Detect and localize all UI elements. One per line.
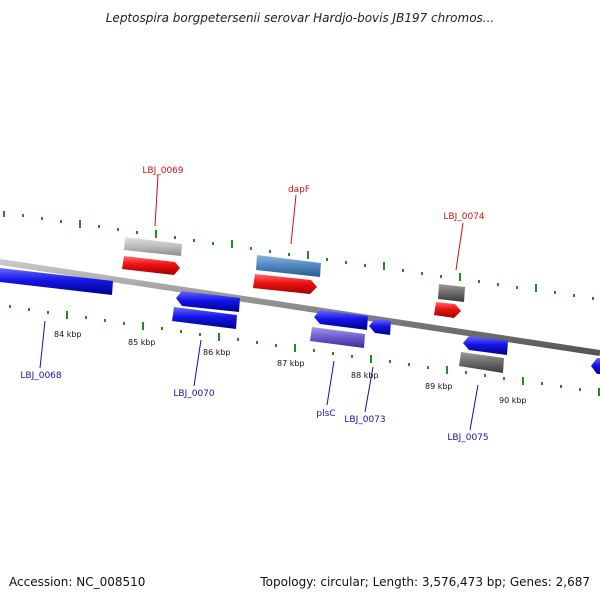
- label-plsc[interactable]: plsC: [316, 409, 335, 419]
- label-dapf[interactable]: dapF: [288, 185, 310, 195]
- gene-edge-right[interactable]: [591, 358, 600, 374]
- gene-grey-upper[interactable]: [124, 237, 182, 256]
- map-title: Leptospira borgpetersenii serovar Hardjo…: [105, 11, 495, 25]
- accession-text: Accession: NC_008510: [9, 575, 146, 589]
- gene-darkgrey-upper[interactable]: [438, 284, 465, 302]
- scale-label-84kbp: 84 kbp: [54, 330, 82, 339]
- scale-label-88kbp: 88 kbp: [351, 371, 379, 380]
- scale-label-90kbp: 90 kbp: [499, 396, 527, 405]
- topology-summary: Topology: circular; Length: 3,576,473 bp…: [260, 575, 590, 589]
- gene-lbj-0073[interactable]: [369, 319, 391, 335]
- gene-lbj-0074[interactable]: [434, 302, 461, 318]
- scale-label-86kbp: 86 kbp: [203, 348, 231, 357]
- forward-tick-row: [3, 211, 594, 300]
- label-lbj-0075[interactable]: LBJ_0075: [447, 433, 488, 443]
- leader-lines: [39, 174, 479, 431]
- label-lbj-0069[interactable]: LBJ_0069: [142, 166, 184, 176]
- forward-gene-labels: LBJ_0069 dapF LBJ_0074: [142, 166, 485, 222]
- scale-label-89kbp: 89 kbp: [425, 382, 453, 391]
- gene-darkgrey-lower[interactable]: [459, 352, 504, 373]
- reverse-strand-genes: [0, 268, 600, 374]
- gene-lbj-0070-a[interactable]: [176, 291, 240, 312]
- label-lbj-0068[interactable]: LBJ_0068: [20, 371, 62, 381]
- forward-strand-genes: [122, 237, 465, 318]
- scale-label-85kbp: 85 kbp: [128, 338, 156, 347]
- label-lbj-0070[interactable]: LBJ_0070: [173, 389, 215, 399]
- gene-dapf[interactable]: [253, 274, 317, 294]
- scale-label-87kbp: 87 kbp: [277, 359, 305, 368]
- reverse-gene-labels: LBJ_0068 LBJ_0070 plsC LBJ_0073 LBJ_0075: [20, 371, 488, 443]
- gene-plsc[interactable]: [310, 327, 365, 348]
- gene-lbj-0069[interactable]: [122, 256, 180, 275]
- reverse-tick-row: [9, 305, 600, 396]
- gene-lbj-0068[interactable]: [0, 268, 113, 295]
- gene-plsc-a[interactable]: [314, 310, 368, 330]
- chromosome-backbone: [0, 259, 600, 356]
- label-lbj-0074[interactable]: LBJ_0074: [443, 212, 485, 222]
- label-lbj-0073[interactable]: LBJ_0073: [344, 415, 385, 425]
- gene-steel-upper[interactable]: [256, 255, 321, 277]
- scale-labels: 84 kbp 85 kbp 86 kbp 87 kbp 88 kbp 89 kb…: [54, 330, 527, 405]
- gene-lbj-0075[interactable]: [463, 336, 508, 355]
- gene-lbj-0070[interactable]: [172, 307, 237, 329]
